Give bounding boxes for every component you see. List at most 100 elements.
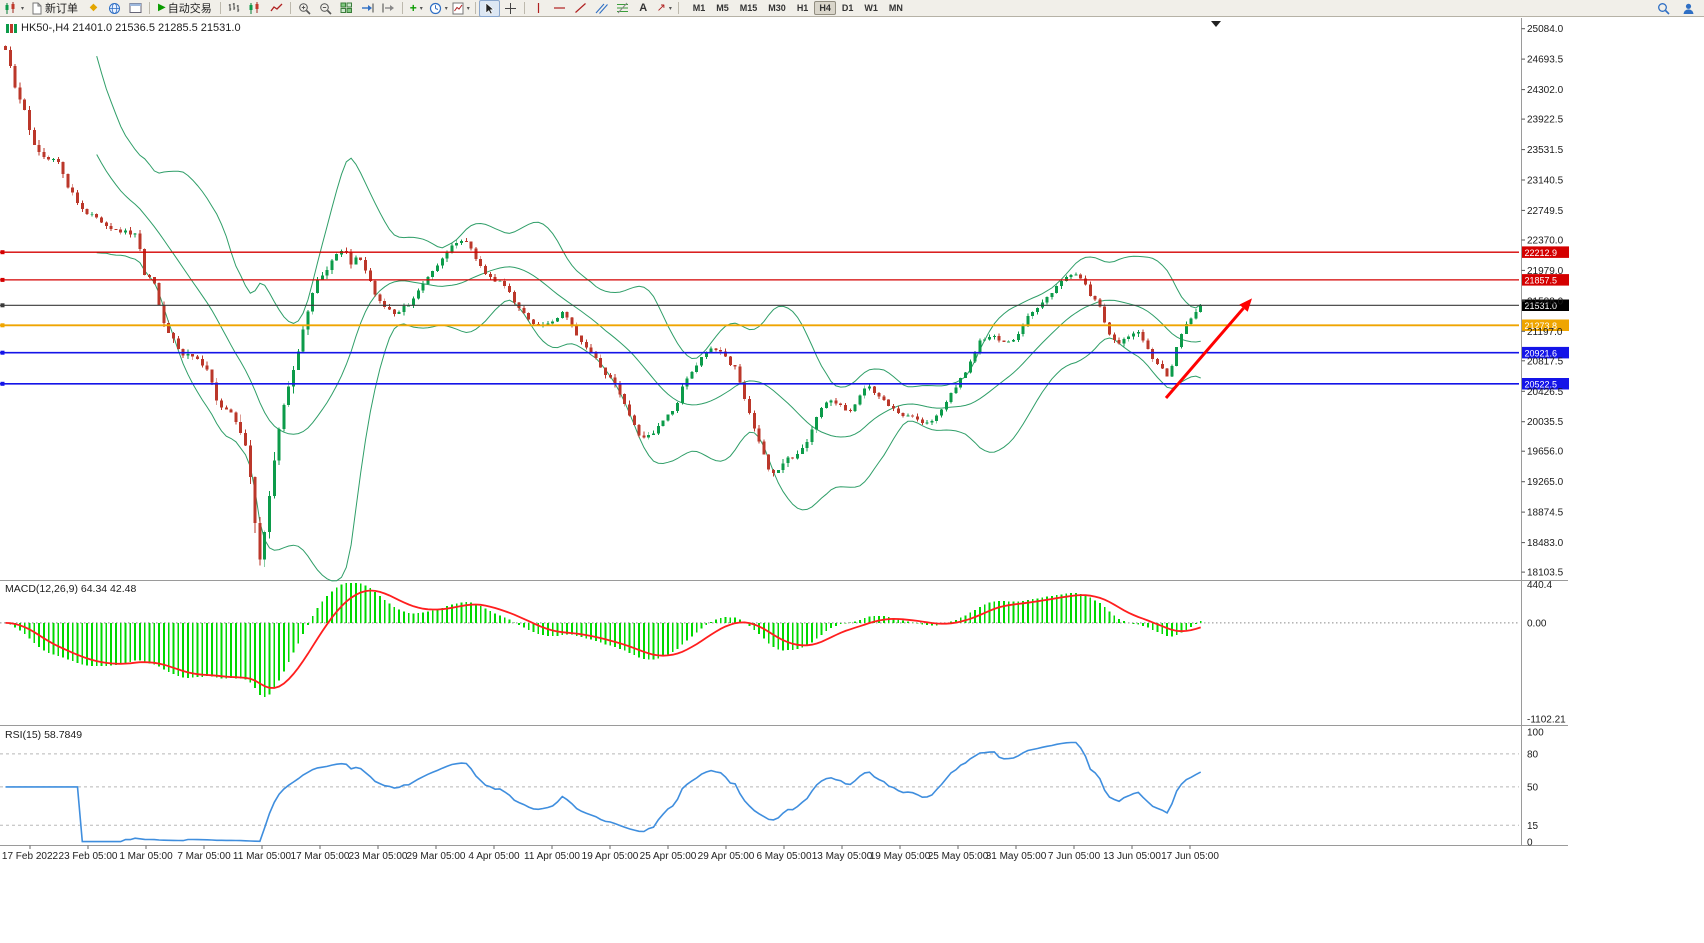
periods-button[interactable]: ▾: [427, 0, 450, 17]
vline-icon: [532, 2, 545, 14]
channel-button[interactable]: [591, 0, 612, 17]
zoom-in-button[interactable]: [294, 0, 315, 17]
svg-text:22749.5: 22749.5: [1527, 206, 1564, 217]
timeframe-d1[interactable]: D1: [841, 3, 854, 13]
macd-panel: 440.4 0.00 -1102.21: [0, 580, 1566, 726]
play-icon: ▶: [158, 2, 166, 13]
text-button[interactable]: A: [633, 0, 654, 17]
svg-text:23922.5: 23922.5: [1527, 115, 1564, 126]
svg-text:0: 0: [1527, 837, 1533, 848]
panel-separators[interactable]: [0, 580, 1568, 846]
svg-text:20817.5: 20817.5: [1527, 356, 1564, 367]
crosshair-icon: [504, 2, 517, 15]
price-axis[interactable]: 25084.0 24693.5 24302.0 23922.5 23531.5 23140…: [1521, 24, 1564, 579]
toolbar-separator: [523, 2, 525, 14]
timeframe-w1[interactable]: W1: [864, 3, 878, 13]
fibonacci-button[interactable]: [612, 0, 633, 17]
autotrading-button[interactable]: ▶ 自动交易: [153, 0, 217, 17]
svg-text:21979.0: 21979.0: [1527, 266, 1564, 277]
svg-text:24302.0: 24302.0: [1527, 85, 1564, 96]
svg-text:19656.0: 19656.0: [1527, 447, 1564, 458]
timeframe-m1[interactable]: M1: [692, 3, 706, 13]
svg-text:11 Apr 05:00: 11 Apr 05:00: [524, 851, 580, 862]
crosshair-button[interactable]: [500, 0, 521, 17]
svg-text:23140.5: 23140.5: [1527, 176, 1564, 187]
templates-button[interactable]: ▾: [450, 0, 472, 17]
horizontal-lines[interactable]: 22212.9 21857.5 21531.0 21273.8 20921.6 20522…: [0, 246, 1569, 390]
zoomin-icon: [298, 2, 311, 15]
svg-text:21857.5: 21857.5: [1525, 276, 1558, 286]
svg-text:100: 100: [1527, 727, 1544, 738]
svg-text:20035.5: 20035.5: [1527, 417, 1564, 428]
rsi-line: [5, 741, 1202, 843]
grid-icon: [340, 2, 353, 14]
svg-text:50: 50: [1527, 782, 1539, 793]
cursor-button[interactable]: [478, 0, 500, 17]
line-icon: [270, 2, 283, 14]
chart-symbol-ohlc-label: HK50-,H4 21401.0 21536.5 21285.5 21531.0: [6, 22, 241, 34]
template-icon: [452, 2, 464, 15]
dropdown-caret-icon: ▾: [419, 5, 423, 12]
svg-text:17 Jun 05:00: 17 Jun 05:00: [1161, 851, 1219, 862]
timeframe-h1[interactable]: H1: [796, 3, 809, 13]
candlestick-chart-button[interactable]: [245, 0, 266, 17]
svg-text:19 Apr 05:00: 19 Apr 05:00: [582, 851, 639, 862]
horizontal-line-button[interactable]: [549, 0, 570, 17]
svg-text:18103.5: 18103.5: [1527, 568, 1564, 579]
search-icon: [1657, 2, 1670, 15]
timeframe-m15[interactable]: M15: [739, 3, 758, 13]
svg-text:7 Mar 05:00: 7 Mar 05:00: [177, 851, 231, 862]
toolbar-right-group: [1653, 0, 1702, 17]
timeframe-h4[interactable]: H4: [814, 1, 836, 15]
dropdown-caret-icon: ▾: [466, 5, 470, 12]
svg-text:22212.9: 22212.9: [1525, 248, 1558, 258]
auto-scroll-button[interactable]: [357, 0, 378, 17]
candles-icon: [4, 1, 18, 15]
trend-arrow-annotation[interactable]: [1164, 298, 1252, 399]
svg-text:18874.5: 18874.5: [1527, 508, 1564, 519]
svg-text:25 May 05:00: 25 May 05:00: [928, 851, 989, 862]
bar-chart-button[interactable]: [224, 0, 245, 17]
cursor-icon: [484, 1, 495, 15]
timeframe-m5[interactable]: M5: [716, 3, 729, 13]
svg-text:25084.0: 25084.0: [1527, 24, 1564, 35]
timeframe-mn[interactable]: MN: [888, 3, 903, 13]
terminal-panel-button[interactable]: [125, 0, 146, 17]
line-chart-button[interactable]: [266, 0, 287, 17]
charts-button[interactable]: ▾: [2, 0, 26, 17]
candles-icon: [248, 1, 262, 15]
svg-text:20522.5: 20522.5: [1525, 379, 1558, 389]
rsi-panel: 100 80 50 15 0: [0, 727, 1544, 848]
search-button[interactable]: [1653, 0, 1674, 17]
toolbar-separator: [289, 2, 291, 14]
autoscroll-icon: [361, 2, 374, 14]
toolbar-separator: [219, 2, 221, 14]
new-order-button-label: 新订单: [45, 3, 79, 15]
svg-text:7 Jun 05:00: 7 Jun 05:00: [1048, 851, 1101, 862]
scroll-to-end-marker-icon: [1211, 21, 1221, 27]
favorites-button[interactable]: ◆: [83, 0, 104, 17]
time-axis[interactable]: 17 Feb 2022 23 Feb 05:00 1 Mar 05:00 7 Mar …: [2, 845, 1219, 863]
svg-text:17 Mar 05:00: 17 Mar 05:00: [291, 851, 350, 862]
svg-text:11 Mar 05:00: 11 Mar 05:00: [233, 851, 292, 862]
tile-windows-button[interactable]: [336, 0, 357, 17]
indicators-button[interactable]: + ▾: [406, 0, 427, 17]
dropdown-caret-icon: ▾: [21, 5, 25, 12]
trendline-button[interactable]: [570, 0, 591, 17]
main-toolbar: ▾ 新订单 ◆ ▶ 自动交易 + ▾ ▾ ▾ A ↗ ▾ M1 M5 M15 M30 H1 H4 D1 W1 MN: [0, 0, 1704, 17]
zoom-out-button[interactable]: [315, 0, 336, 17]
indicator-icon: +: [409, 1, 417, 15]
rsi-indicator-label: RSI(15) 58.7849: [5, 729, 83, 741]
vertical-line-button[interactable]: [528, 0, 549, 17]
account-button[interactable]: [1678, 0, 1699, 17]
community-button[interactable]: [104, 0, 125, 17]
svg-text:23531.5: 23531.5: [1527, 145, 1564, 156]
macd-histogram: [9, 582, 1202, 697]
arrows-button[interactable]: ↗ ▾: [654, 0, 675, 17]
chart-shift-button[interactable]: [378, 0, 399, 17]
new-order-button[interactable]: 新订单: [26, 0, 83, 17]
svg-text:0.00: 0.00: [1527, 618, 1547, 629]
timeframe-m30[interactable]: M30: [768, 3, 786, 13]
